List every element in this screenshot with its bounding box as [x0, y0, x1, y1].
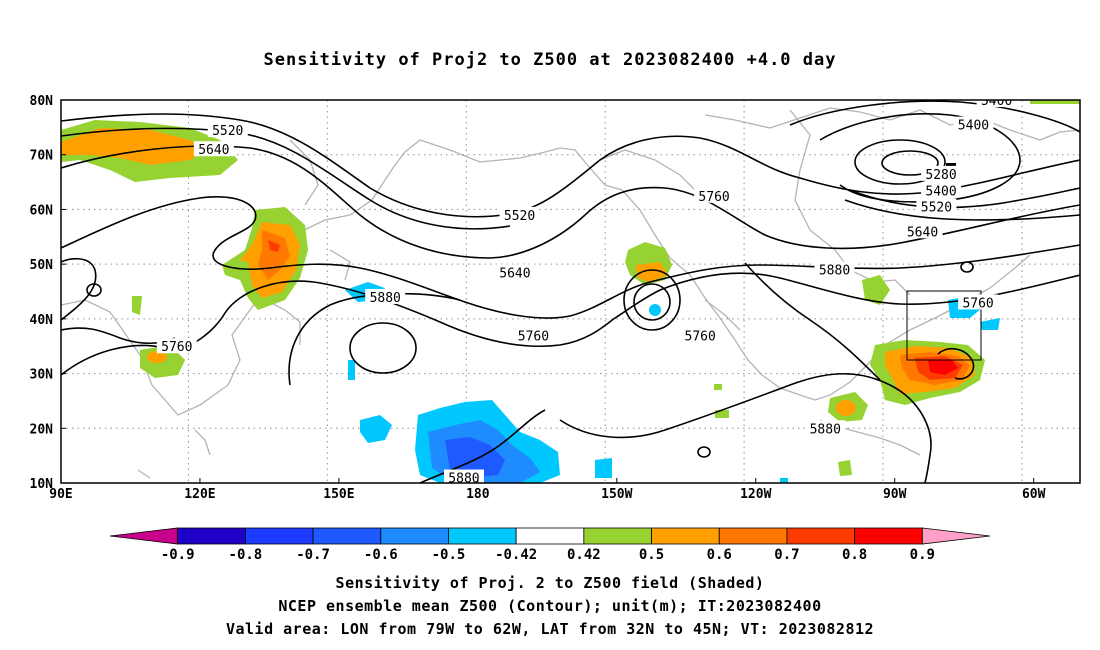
- contour-label: 5760: [161, 340, 192, 355]
- contour-label: 5520: [212, 124, 243, 139]
- footer-line-2: NCEP ensemble mean Z500 (Contour); unit(…: [278, 597, 822, 615]
- contour-label-bg: [953, 116, 994, 132]
- colorbar-swatch: [312, 527, 382, 545]
- contour-label-bg: [958, 294, 999, 310]
- lat-label: 10N: [30, 477, 54, 492]
- colorbar-swatch: [380, 527, 449, 545]
- lon-label: 150W: [601, 487, 632, 502]
- contour-label: 5760: [518, 329, 549, 344]
- contour-label-bg: [680, 327, 721, 343]
- contour-label-bg: [694, 187, 735, 203]
- colorbar-swatch: [854, 527, 923, 545]
- lat-label: 60N: [30, 203, 54, 218]
- contour-label-bg: [499, 206, 540, 222]
- contour-label: 5880: [810, 422, 841, 437]
- colorbar-label: 0.42: [567, 547, 601, 563]
- lat-label: 40N: [30, 313, 54, 328]
- contour-label: 5880: [448, 472, 479, 487]
- contour-label: 5640: [907, 225, 938, 240]
- contour-label: 5280: [925, 168, 956, 183]
- lon-label: 90E: [49, 487, 72, 502]
- contour-label-bg: [193, 141, 234, 157]
- contour-label: 5880: [370, 291, 401, 306]
- low-center-marker: [946, 163, 956, 166]
- contour-label: 5760: [962, 296, 993, 311]
- colorbar-swatch: [448, 527, 517, 545]
- lon-label: 180: [466, 487, 490, 502]
- contour-label-bg: [921, 182, 962, 198]
- longitude-axis: 90E 120E 150E 180 150W 120W 90W 60W: [49, 478, 1046, 502]
- lon-label: 150E: [323, 487, 354, 502]
- colorbar-label: -0.5: [432, 547, 466, 563]
- colorbar-label: -0.7: [296, 547, 330, 563]
- contour-label: 5400: [958, 119, 989, 134]
- contour-label-bg: [805, 420, 846, 436]
- lon-label: 120W: [740, 487, 771, 502]
- contour-label: 5400: [925, 184, 956, 199]
- colorbar-swatch: [244, 527, 314, 545]
- contour-label-bg: [916, 198, 957, 214]
- lat-label: 30N: [30, 368, 54, 383]
- contour-label-bg: [814, 261, 855, 277]
- colorbar-label: 0.5: [639, 547, 664, 563]
- lat-label: 20N: [30, 422, 54, 437]
- colorbar-label: -0.6: [364, 547, 398, 563]
- colorbar-swatch: [651, 527, 720, 545]
- colorbar: -0.9 -0.8 -0.7 -0.6 -0.5 -0.42 0.42 0.5 0.6 0.7 0.…: [109, 527, 991, 563]
- colorbar-label: -0.42: [495, 547, 537, 563]
- colorbar-swatch: [786, 527, 856, 545]
- contour-label: 5520: [504, 209, 535, 224]
- colorbar-swatch: [583, 527, 652, 545]
- lon-label: 60W: [1022, 487, 1046, 502]
- colorbar-swatch: [515, 527, 585, 545]
- contour-label: 5400: [981, 94, 1012, 109]
- contour-label-bg: [902, 223, 943, 239]
- colorbar-label: 0.7: [774, 547, 799, 563]
- colorbar-swatch: [718, 527, 788, 545]
- contour-label-bg: [976, 100, 1017, 107]
- colorbar-max-arrow: [921, 527, 991, 545]
- lon-label: 90W: [883, 487, 907, 502]
- lat-label: 70N: [30, 149, 54, 164]
- contour-label: 5760: [685, 329, 716, 344]
- valid-area-box: [906, 290, 982, 361]
- contour-label: 5880: [819, 264, 850, 279]
- colorbar-swatch: [177, 527, 246, 545]
- contour-label-bg: [513, 327, 554, 343]
- contour-label-bg: [443, 469, 484, 483]
- shading-positive: [61, 100, 1080, 476]
- lat-label: 80N: [30, 94, 54, 109]
- colorbar-label: 0.9: [910, 547, 935, 563]
- contour-label-bg: [494, 264, 535, 280]
- colorbar-label: 0.8: [842, 547, 867, 563]
- contour-label: 5640: [499, 266, 530, 281]
- colorbar-label: -0.9: [161, 547, 195, 563]
- contour-label-bg: [156, 338, 197, 354]
- footer-line-1: Sensitivity of Proj. 2 to Z500 field (Sh…: [335, 574, 765, 592]
- footer-line-3: Valid area: LON from 79W to 62W, LAT fro…: [225, 620, 875, 638]
- contour-label: 5760: [698, 190, 729, 205]
- map-area: 5520 5640 5520 5640 5760 5880 5760 5880 5760 5760…: [61, 94, 1080, 487]
- contour-label: 5520: [921, 201, 952, 216]
- lat-label: 50N: [30, 258, 54, 273]
- colorbar-label: -0.8: [229, 547, 263, 563]
- lon-label: 120E: [184, 487, 215, 502]
- contour-labels: 5520 5640 5520 5640 5760 5880 5760 5880 5760 5760…: [156, 94, 1017, 487]
- latitude-axis: 10N 20N 30N 40N 50N 60N 70N 80N: [30, 94, 66, 492]
- colorbar-min-arrow: [109, 527, 179, 545]
- colorbar-label: 0.6: [707, 547, 732, 563]
- contour-label: 5640: [198, 143, 229, 158]
- map-frame: [60, 99, 1081, 484]
- contour-label-bg: [365, 288, 406, 304]
- contour-label-bg: [207, 122, 248, 138]
- contour-label-bg: [921, 165, 962, 181]
- figure-title: Sensitivity of Proj2 to Z500 at 20230824…: [263, 50, 837, 70]
